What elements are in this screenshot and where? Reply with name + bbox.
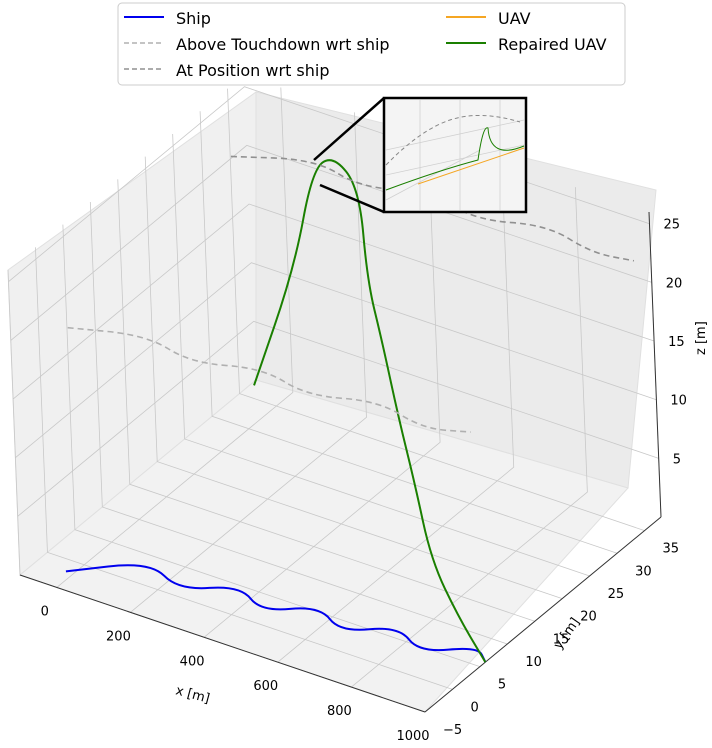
y-tick-label: 30 — [635, 564, 652, 579]
x-tick-label: 0 — [41, 604, 49, 619]
tick-labels: 0 200 400 600 800 1000 −5 0 5 10 15 20 25 30 35 5 10 15 20… — [41, 218, 687, 744]
y-tick-label: −5 — [443, 723, 462, 738]
legend-item-ship: Ship — [124, 9, 211, 28]
z-tick-label: 25 — [663, 218, 680, 233]
y-grid-line — [227, 88, 645, 531]
x-tick-label: 800 — [327, 704, 352, 719]
svg-text:Ship: Ship — [176, 9, 211, 28]
z-axis-label: z [m] — [694, 321, 709, 355]
repaired-uav-line — [253, 159, 487, 663]
x-tick-label: 200 — [106, 629, 131, 644]
legend-item-uav: UAV — [446, 9, 531, 28]
y-grid-line — [89, 201, 508, 645]
ship-line — [65, 564, 487, 663]
y-tick-label: 35 — [663, 542, 680, 557]
y-grid-line — [144, 156, 563, 600]
inset-zoom — [313, 96, 528, 214]
y-tick-label: 20 — [580, 610, 597, 625]
z-tick-label: 20 — [666, 276, 683, 291]
svg-text:Above Touchdown wrt ship: Above Touchdown wrt ship — [176, 35, 390, 54]
x-axis-label: x [m] — [174, 683, 211, 706]
x-grid-line — [130, 112, 367, 613]
z-tick-label: 15 — [668, 335, 685, 350]
y-grid-line — [117, 179, 535, 622]
y-tick-label: 15 — [553, 632, 570, 647]
legend: Ship Above Touchdown wrt ship At Positio… — [117, 2, 626, 86]
y-grid-line — [172, 133, 590, 577]
z-grid-line — [17, 320, 659, 517]
x-tick-label: 400 — [180, 654, 205, 669]
x-grid-line — [56, 87, 294, 588]
z-grid-line — [12, 203, 655, 400]
legend-item-repaired-uav: Repaired UAV — [446, 35, 607, 54]
z-tick-label: 10 — [670, 394, 687, 409]
y-grid-line — [35, 247, 453, 690]
legend-item-above-touchdown: Above Touchdown wrt ship — [124, 35, 390, 54]
x-tick-label: 600 — [253, 679, 278, 694]
y-tick-label: 25 — [608, 587, 625, 602]
svg-text:At Position wrt ship: At Position wrt ship — [176, 61, 330, 80]
y-axis-line — [424, 516, 662, 713]
y-grid-line — [62, 224, 481, 668]
z-grid-line — [10, 144, 652, 341]
svg-text:UAV: UAV — [498, 9, 531, 28]
legend-item-at-position: At Position wrt ship — [124, 61, 330, 80]
above-touchdown-wrt-ship-line — [67, 326, 471, 433]
z-tick-label: 5 — [673, 452, 681, 467]
x-tick-label: 1000 — [396, 729, 429, 744]
axis-lines — [19, 211, 662, 713]
y-tick-label: 5 — [498, 678, 506, 693]
x-grid-line — [351, 187, 588, 688]
y-grid-line — [199, 111, 618, 554]
x-axis-line — [19, 574, 426, 713]
z-axis-line — [648, 211, 662, 518]
svg-text:Repaired UAV: Repaired UAV — [498, 35, 607, 54]
y-tick-label: 0 — [470, 700, 478, 715]
x-grid-line — [203, 137, 441, 638]
z-grid-line — [15, 262, 657, 459]
y-tick-label: 10 — [525, 655, 542, 670]
x-grid-line — [277, 162, 515, 663]
